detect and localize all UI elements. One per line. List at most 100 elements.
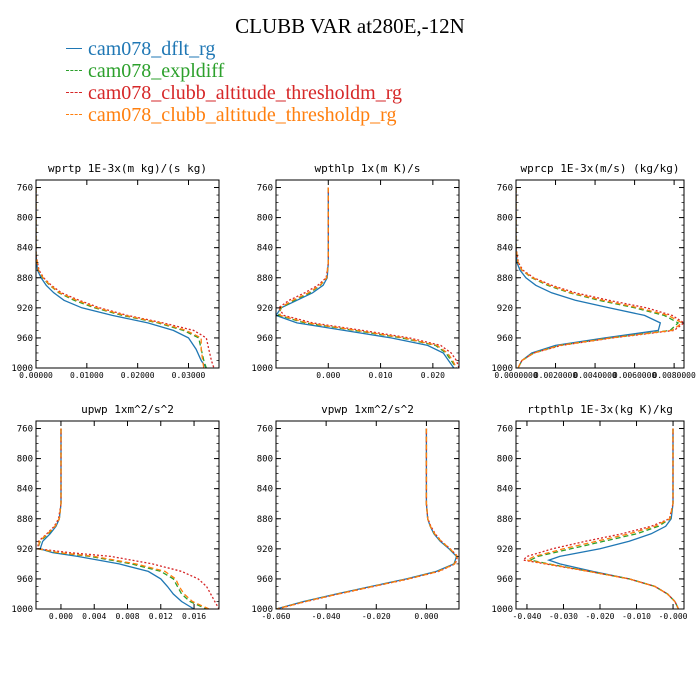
y-tick-label: 840 [17,485,33,495]
x-tick-label: 0.0000000 [494,371,538,380]
plot-frame [275,179,460,369]
x-tick-label: 0.0020000 [534,371,578,380]
y-tick-label: 880 [17,515,33,525]
x-tick-label: 0.000 [414,612,438,621]
series-line-4 [516,187,684,368]
x-tick-label: -0.060 [262,612,291,621]
y-tick-label: 760 [257,425,273,435]
series-line-4 [37,428,210,609]
y-tick-label: 800 [17,455,33,465]
panel-title: wprcp 1E-3x(m/s) (kg/kg) [521,162,680,175]
legend-swatch [66,69,82,71]
y-tick-label: 880 [497,515,513,525]
y-tick-label: 880 [17,274,33,284]
plot-frame [515,420,685,610]
x-tick-label: 0.020 [421,371,445,380]
x-tick-label: 0.0040000 [573,371,617,380]
panel-title: rtpthlp 1E-3x(kg K)/kg [527,403,673,416]
y-tick-label: 960 [257,334,273,344]
x-tick-label: -0.030 [549,612,578,621]
series-line-1 [276,428,458,609]
series-line-3 [516,187,684,368]
panel-2: wpthlp 1x(m K)/s 760 800 840 880 920 960 1000 0.… [251,162,460,380]
panel-3: wprcp 1E-3x(m/s) (kg/kg) 760 800 840 880 920 9… [491,162,696,380]
panel-1: wprtp 1E-3x(m kg)/(s kg) 760 800 840 880 920 9… [11,162,220,380]
series-line-1 [36,187,207,368]
y-tick-label: 840 [257,485,273,495]
y-tick-label: 920 [17,545,33,555]
y-tick-label: 800 [497,214,513,224]
y-tick-label: 800 [17,214,33,224]
y-tick-label: 760 [17,184,33,194]
series-line-1 [39,428,195,609]
y-tick-label: 1000 [251,605,273,615]
y-tick-label: 960 [17,334,33,344]
series-line-2 [36,187,207,368]
plot-frame [35,420,220,610]
y-tick-label: 920 [497,545,513,555]
y-tick-label: 960 [497,334,513,344]
x-tick-label: -0.040 [312,612,341,621]
y-tick-label: 960 [257,575,273,585]
x-tick-label: 0.000 [49,612,73,621]
legend-entry: cam078_dflt_rg [66,38,402,60]
series-line-3 [521,428,680,609]
series-line-3 [36,187,215,368]
y-tick-label: 920 [497,304,513,314]
series-line-1 [546,428,680,609]
y-tick-label: 1000 [11,605,33,615]
y-tick-label: 920 [257,304,273,314]
panel-title: vpwp 1xm^2/s^2 [321,403,414,416]
series-line-4 [276,428,458,609]
panel-title: wpthlp 1x(m K)/s [315,162,421,175]
series-line-1 [276,187,455,368]
y-tick-label: 1000 [491,605,513,615]
y-tick-label: 960 [497,575,513,585]
y-tick-label: 840 [17,244,33,254]
series-line-2 [36,428,207,609]
series-line-4 [36,187,205,368]
y-tick-label: 760 [497,184,513,194]
plot-frame [515,179,685,369]
y-tick-label: 1000 [11,364,33,374]
legend-label: cam078_expldiff [88,60,225,82]
figure-title: CLUBB VAR at280E,-12N [235,14,465,38]
series-line-2 [528,428,680,609]
x-tick-label: 0.0060000 [613,371,657,380]
y-tick-label: 880 [257,274,273,284]
panel-6: rtpthlp 1E-3x(kg K)/kg 760 800 840 880 920 960… [491,403,687,621]
y-tick-label: 840 [497,244,513,254]
y-tick-label: 760 [17,425,33,435]
x-tick-label: 0.02000 [121,371,155,380]
legend: cam078_dflt_rg cam078_expldiff cam078_club… [66,38,402,126]
x-tick-label: 0.016 [182,612,206,621]
legend-swatch [66,113,82,115]
y-tick-label: 800 [497,455,513,465]
legend-entry: cam078_expldiff [66,60,402,82]
x-tick-label: 0.004 [82,612,106,621]
panel-title: upwp 1xm^2/s^2 [81,403,174,416]
y-tick-label: 880 [257,515,273,525]
y-tick-label: 840 [257,244,273,254]
x-tick-label: 0.000 [316,371,340,380]
series-line-3 [36,428,219,609]
panel-4: upwp 1xm^2/s^2 760 800 840 880 920 960 1000 0.00… [11,403,220,621]
x-tick-label: -0.010 [622,612,651,621]
x-tick-label: -0.020 [362,612,391,621]
legend-label: cam078_dflt_rg [88,38,216,60]
legend-label: cam078_clubb_altitude_thresholdm_rg [88,82,403,104]
legend-label: cam078_clubb_altitude_thresholdp_rg [88,104,397,126]
y-tick-label: 800 [257,214,273,224]
legend-entry: cam078_clubb_altitude_thresholdm_rg [66,82,402,104]
plot-frame [35,179,220,369]
y-tick-label: 920 [17,304,33,314]
series-line-2 [516,187,680,368]
series-line-3 [277,187,459,368]
plot-frame [275,420,460,610]
series-line-4 [279,187,457,368]
y-tick-label: 800 [257,455,273,465]
series-line-4 [525,428,680,609]
series-line-2 [276,428,458,609]
x-tick-label: 0.00000 [19,371,53,380]
